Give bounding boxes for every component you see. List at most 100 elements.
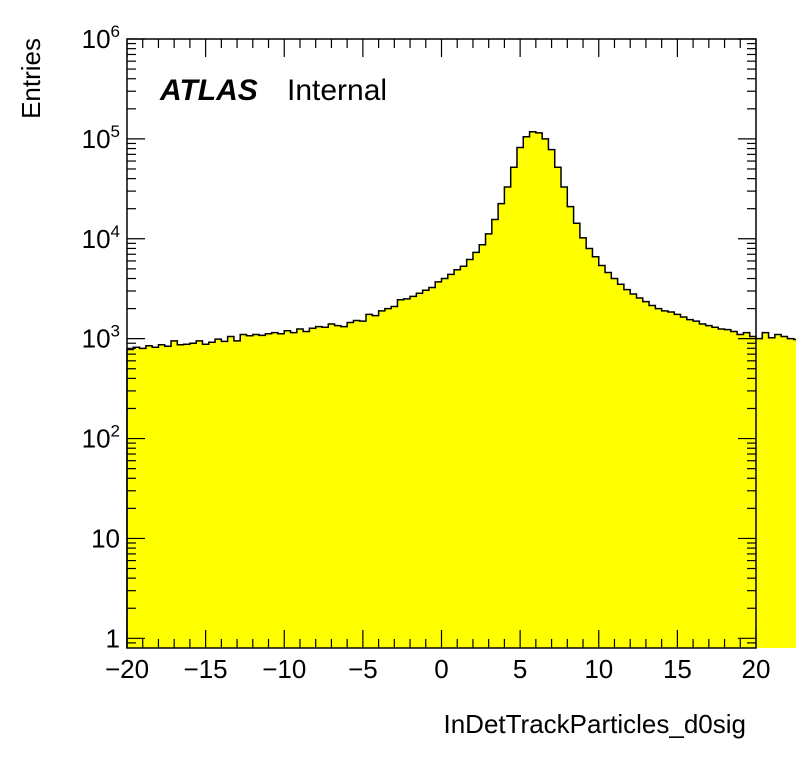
histogram-bar	[246, 335, 254, 648]
histogram-bar	[296, 328, 304, 648]
histogram-bar	[435, 281, 442, 648]
histogram-bar	[699, 324, 707, 648]
histogram-bar	[347, 322, 354, 648]
histogram-bars	[127, 131, 796, 649]
histogram-bar	[303, 331, 310, 648]
histogram-bar	[768, 337, 776, 648]
x-tick-label: 5	[513, 654, 527, 684]
histogram-bar	[472, 252, 480, 648]
histogram-bar	[447, 274, 455, 648]
histogram-bar	[680, 316, 688, 648]
histogram-bar	[284, 330, 291, 648]
x-tick-label: 15	[663, 654, 692, 684]
axis-ticks	[126, 38, 757, 648]
histogram-bar	[598, 265, 606, 648]
histogram-bar	[674, 314, 681, 648]
histogram-bar	[208, 342, 216, 648]
x-tick-labels: −20 −15 −10 −5 0 5 10 15 20	[105, 654, 771, 684]
histogram-bar	[756, 338, 763, 648]
histogram-bar	[227, 336, 235, 648]
histogram-bar	[460, 266, 468, 648]
histogram-bar	[378, 310, 386, 648]
histogram-bar	[649, 305, 656, 648]
x-tick-label: 10	[584, 654, 613, 684]
histogram-bar	[686, 319, 694, 648]
histogram-bar	[133, 347, 140, 648]
y-tick-labels: 1 10 102 103 104 105 106	[82, 22, 120, 653]
histogram-bar	[542, 138, 549, 648]
histogram-bar	[189, 343, 197, 648]
x-tick-label: 20	[742, 654, 771, 684]
x-tick-label: −5	[348, 654, 378, 684]
histogram-bar	[359, 321, 367, 648]
y-tick-label: 104	[82, 222, 120, 254]
histogram-bar	[743, 332, 751, 648]
y-tick-label: 10	[91, 523, 120, 553]
histogram-bar	[366, 314, 373, 648]
histogram-bar	[491, 219, 499, 649]
histogram-bar	[416, 293, 424, 648]
histogram-bar	[605, 272, 612, 648]
histogram-bar	[202, 344, 210, 648]
histogram-bar	[384, 308, 392, 648]
histogram-bar	[718, 328, 725, 648]
y-axis-label: Entries	[16, 38, 46, 119]
histogram-bar	[353, 320, 361, 648]
histogram-bar	[793, 339, 796, 648]
y-tick-label: 1	[106, 623, 120, 653]
histogram-bar	[749, 336, 757, 648]
atlas-label: ATLAS	[159, 74, 258, 107]
histogram-bar	[548, 149, 556, 648]
x-tick-label: −20	[105, 654, 149, 684]
histogram-bar	[535, 132, 543, 648]
histogram-bar	[642, 301, 650, 648]
histogram-bar	[372, 315, 379, 648]
histogram-bar	[196, 340, 203, 648]
histogram-bar	[315, 326, 323, 648]
histogram-bar	[485, 233, 493, 649]
histogram-bar	[529, 131, 537, 648]
histogram-bar	[454, 269, 461, 648]
x-tick-label: −10	[262, 654, 306, 684]
histogram-bar	[171, 340, 178, 648]
histogram-bar	[693, 321, 700, 648]
histogram-bar	[428, 287, 436, 648]
histogram-bar	[504, 186, 512, 649]
histogram-bar	[403, 298, 411, 648]
x-axis-label: InDetTrackParticles_d0sig	[444, 709, 747, 739]
histogram-bar	[510, 167, 518, 648]
histogram-bar	[309, 328, 317, 648]
histogram-bar	[290, 332, 298, 648]
histogram-bar	[554, 167, 562, 648]
y-tick-label: 103	[82, 322, 120, 354]
histogram-bar	[259, 335, 266, 648]
histogram-bar	[617, 284, 625, 648]
histogram-bar	[724, 329, 732, 648]
histogram-bar	[410, 296, 417, 648]
histogram-bar	[441, 278, 449, 648]
histogram-bar	[127, 349, 134, 648]
histogram-bar	[397, 299, 405, 648]
histogram-bar	[498, 203, 505, 648]
histogram-bar	[516, 147, 524, 648]
histogram-bar	[730, 331, 738, 648]
plot-frame	[126, 38, 757, 649]
histogram-bar	[479, 244, 486, 648]
histogram-bar	[567, 206, 574, 648]
histogram-bar	[592, 256, 600, 648]
histogram-bar	[391, 306, 398, 648]
histogram-bar	[661, 310, 669, 648]
y-tick-label: 102	[82, 422, 120, 454]
histogram-bar	[158, 344, 166, 648]
histogram-bar	[787, 338, 795, 648]
histogram-bar	[636, 298, 644, 648]
histogram-bar	[630, 293, 637, 648]
histogram-bar	[655, 308, 663, 648]
histogram-bar	[334, 325, 342, 648]
histogram-bar	[277, 333, 285, 648]
y-tick-label: 106	[82, 22, 120, 54]
histogram-bar	[177, 344, 185, 648]
histogram-bar	[233, 340, 241, 648]
histogram-bar	[221, 341, 229, 648]
